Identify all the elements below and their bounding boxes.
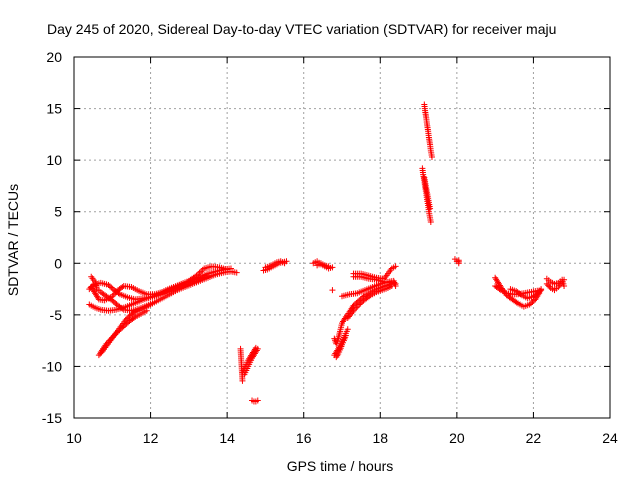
data-point [513, 299, 520, 306]
x-tick-label: 12 [143, 430, 159, 446]
data-point [108, 284, 115, 291]
data-point [123, 320, 130, 327]
y-tick-label: 10 [46, 152, 62, 168]
data-point [329, 287, 336, 294]
y-tick-label: -15 [42, 410, 62, 426]
data-point [359, 298, 366, 305]
data-point [205, 272, 211, 279]
data-point [342, 332, 349, 339]
data-point [366, 293, 373, 300]
data-point [110, 298, 117, 305]
data-point [356, 301, 363, 308]
y-tick-label: -10 [42, 358, 62, 374]
data-point [88, 283, 95, 290]
x-tick-label: 22 [526, 430, 542, 446]
data-point [112, 299, 119, 306]
data-point [239, 377, 246, 384]
x-tick-label: 24 [602, 430, 618, 446]
y-tick-label: 20 [46, 49, 62, 65]
x-tick-label: 14 [219, 430, 235, 446]
x-tick-label: 18 [372, 430, 388, 446]
data-point [529, 298, 536, 305]
x-tick-label: 20 [449, 430, 465, 446]
x-tick-label: 10 [66, 430, 82, 446]
data-point [344, 326, 351, 333]
data-point [95, 352, 102, 359]
data-point [392, 263, 399, 270]
data-point [86, 286, 93, 293]
data-point [115, 328, 122, 335]
data-point [87, 284, 94, 291]
data-point [428, 154, 435, 161]
data-point [224, 266, 231, 273]
data-point [106, 283, 113, 290]
data-point [254, 345, 261, 352]
data-point [119, 324, 126, 331]
data-point [543, 280, 550, 287]
data-point [117, 325, 124, 332]
data-point [105, 281, 112, 288]
y-tick-labels: -15 -10 -5 0 5 10 15 20 [42, 49, 62, 426]
data-point [120, 323, 127, 330]
y-tick-label: -5 [50, 307, 63, 323]
x-axis-title: GPS time / hours [287, 458, 394, 474]
y-tick-label: 5 [54, 204, 62, 220]
data-point [149, 300, 156, 307]
data-point [130, 314, 137, 321]
x-tick-label: 16 [296, 430, 312, 446]
data-point [329, 264, 336, 271]
data-point [119, 284, 126, 291]
data-point [198, 268, 205, 275]
data-points [86, 101, 568, 405]
data-point [528, 300, 535, 307]
data-point [325, 263, 332, 270]
data-point [517, 291, 524, 298]
data-point [455, 257, 462, 264]
data-point [545, 282, 552, 289]
y-axis-title: SDTVAR / TECUs [5, 184, 21, 296]
data-point [526, 301, 533, 308]
data-point [536, 289, 543, 296]
grid-lines [74, 57, 610, 418]
data-point [227, 265, 234, 272]
y-tick-label: 0 [54, 255, 62, 271]
data-point [122, 321, 129, 328]
y-tick-label: 15 [46, 101, 62, 117]
data-point [281, 260, 288, 267]
data-point [427, 219, 434, 226]
data-point [143, 307, 150, 314]
axis-ticks [73, 56, 611, 419]
data-point [357, 300, 364, 307]
data-point [534, 290, 541, 297]
data-point [392, 280, 399, 287]
data-point [349, 309, 356, 316]
data-point [496, 286, 503, 293]
plot-frame [73, 56, 611, 419]
data-point [546, 283, 553, 290]
data-point [233, 269, 240, 276]
data-point [115, 290, 122, 297]
data-point [116, 327, 123, 334]
chart-title: Day 245 of 2020, Sidereal Day-to-day VTE… [47, 21, 556, 37]
data-point [130, 309, 137, 316]
data-point [427, 205, 434, 212]
data-point [254, 397, 261, 404]
data-point [561, 282, 568, 289]
x-tick-labels: 10 12 14 16 18 20 22 24 [66, 430, 618, 446]
